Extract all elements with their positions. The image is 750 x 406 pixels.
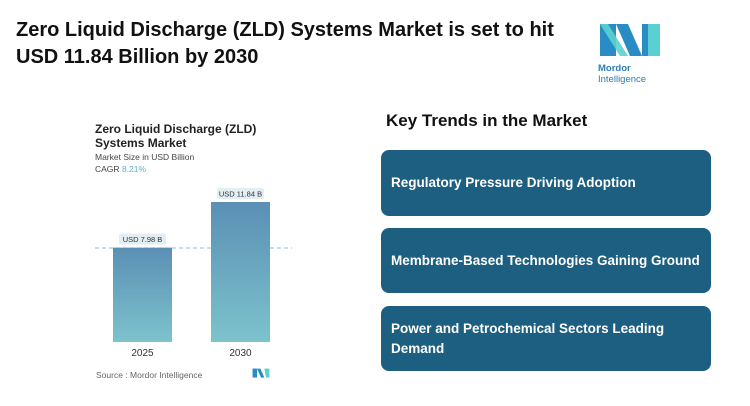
cagr-label: CAGR (95, 164, 120, 174)
cagr-value: 8.21% (121, 164, 147, 174)
data-label-bg (119, 233, 166, 245)
bar-2030 (211, 202, 270, 342)
chart-title: Zero Liquid Discharge (ZLD) Systems Mark… (95, 122, 257, 150)
trend-card: Power and Petrochemical Sectors Leading … (381, 306, 711, 371)
cagr: CAGR 8.21% (95, 164, 146, 174)
mordor-logo: Mordor Intelligence (598, 20, 678, 85)
logo-text-mordor: Mordor (598, 63, 631, 74)
mordor-small-logo-icon (252, 368, 270, 378)
mordor-logo-icon (600, 24, 660, 56)
key-trends-heading: Key Trends in the Market (386, 111, 588, 130)
source-note: Source : Mordor Intelligence (96, 370, 203, 380)
bar-2025 (113, 247, 172, 342)
data-label-bg (217, 188, 264, 199)
trend-card: Regulatory Pressure Driving Adoption (381, 150, 711, 216)
x-tick-label: 2025 (131, 348, 154, 359)
data-label: USD 11.84 B (219, 190, 262, 199)
logo-text-intelligence: Intelligence (598, 74, 647, 85)
chart-subtitle: Market Size in USD Billion (95, 152, 195, 162)
data-label: USD 7.98 B (123, 235, 163, 244)
trend-card: Membrane-Based Technologies Gaining Grou… (381, 228, 711, 293)
page-title: Zero Liquid Discharge (ZLD) Systems Mark… (16, 19, 554, 68)
x-tick-label: 2030 (229, 348, 252, 359)
